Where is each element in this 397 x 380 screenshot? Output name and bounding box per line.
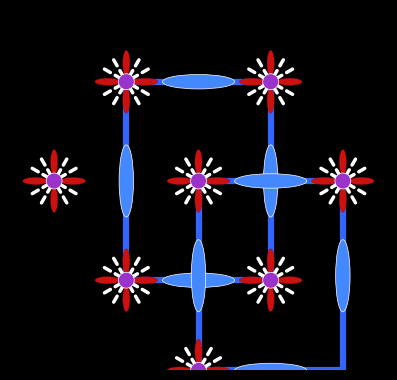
Ellipse shape (204, 177, 230, 185)
Circle shape (118, 272, 134, 288)
Ellipse shape (267, 287, 274, 312)
Ellipse shape (312, 177, 337, 185)
Circle shape (118, 74, 134, 90)
Ellipse shape (204, 367, 230, 374)
Ellipse shape (239, 78, 264, 86)
Circle shape (263, 272, 279, 288)
Circle shape (191, 173, 206, 189)
Ellipse shape (349, 177, 374, 185)
Ellipse shape (133, 277, 158, 284)
Ellipse shape (195, 339, 202, 364)
Circle shape (263, 74, 279, 90)
Circle shape (191, 363, 206, 378)
Ellipse shape (123, 287, 130, 312)
Ellipse shape (191, 240, 206, 312)
Ellipse shape (23, 177, 48, 185)
Ellipse shape (277, 277, 302, 284)
Ellipse shape (339, 150, 347, 175)
Ellipse shape (133, 78, 158, 86)
Ellipse shape (167, 367, 193, 374)
Ellipse shape (195, 150, 202, 175)
Ellipse shape (119, 145, 133, 217)
Ellipse shape (195, 377, 202, 380)
Ellipse shape (267, 249, 274, 274)
Ellipse shape (162, 273, 235, 287)
Ellipse shape (95, 277, 120, 284)
Ellipse shape (235, 363, 307, 378)
Ellipse shape (50, 150, 58, 175)
Ellipse shape (123, 50, 130, 76)
Ellipse shape (195, 187, 202, 212)
Ellipse shape (277, 78, 302, 86)
Ellipse shape (335, 240, 350, 312)
Ellipse shape (339, 187, 347, 212)
Ellipse shape (50, 187, 58, 212)
Ellipse shape (239, 277, 264, 284)
Circle shape (335, 173, 351, 189)
Circle shape (46, 173, 62, 189)
Ellipse shape (264, 145, 278, 217)
Ellipse shape (235, 174, 307, 188)
Ellipse shape (60, 177, 85, 185)
Ellipse shape (167, 177, 193, 185)
Ellipse shape (267, 88, 274, 113)
Ellipse shape (267, 50, 274, 76)
Ellipse shape (123, 88, 130, 113)
Ellipse shape (123, 249, 130, 274)
Ellipse shape (162, 74, 235, 89)
Ellipse shape (95, 78, 120, 86)
